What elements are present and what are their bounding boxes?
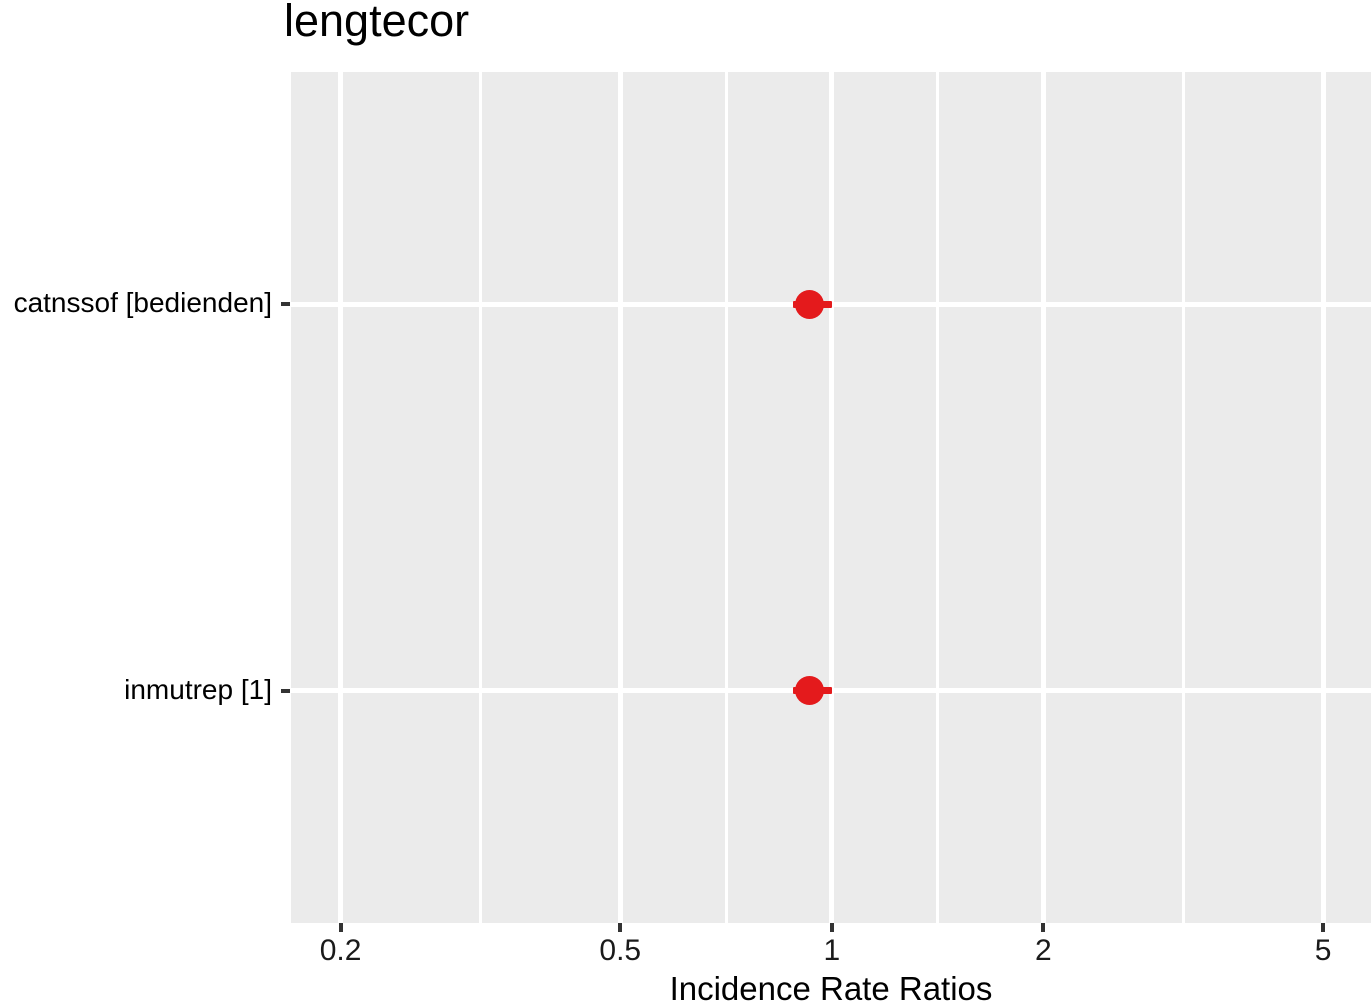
x-axis-tick-label: 0.5 [599,934,642,967]
plot-title: lengtecor [284,0,470,46]
x-axis-tick-mark [829,923,834,932]
gridline-minor-vertical [1181,72,1185,923]
x-axis-tick-label: 5 [1314,934,1332,967]
gridline-minor-vertical [478,72,482,923]
x-axis-tick-mark [338,923,343,932]
y-axis-label: catnssof [bedienden] [13,287,272,319]
gridline-minor-vertical [724,72,728,923]
gridline-major-vertical [1040,72,1046,923]
x-axis-title: Incidence Rate Ratios [669,970,993,1007]
y-axis-tick-mark [281,302,290,307]
point-estimate [795,289,825,319]
y-axis-label: inmutrep [1] [124,673,272,705]
x-axis-tick-label: 2 [1035,934,1052,967]
gridline-major-vertical [1320,72,1326,923]
x-axis-tick-label: 1 [823,934,841,967]
x-axis-tick-mark [1041,923,1046,932]
x-axis-tick-mark [1321,923,1326,932]
x-axis-tick-label: 0.2 [319,934,362,967]
x-axis-tick-mark [618,923,623,932]
gridline-major-vertical [829,72,835,923]
gridline-minor-vertical [936,72,940,923]
y-axis-tick-mark [281,688,290,693]
gridline-major-vertical [617,72,623,923]
gridline-major-vertical [338,72,344,923]
point-estimate [795,676,825,706]
